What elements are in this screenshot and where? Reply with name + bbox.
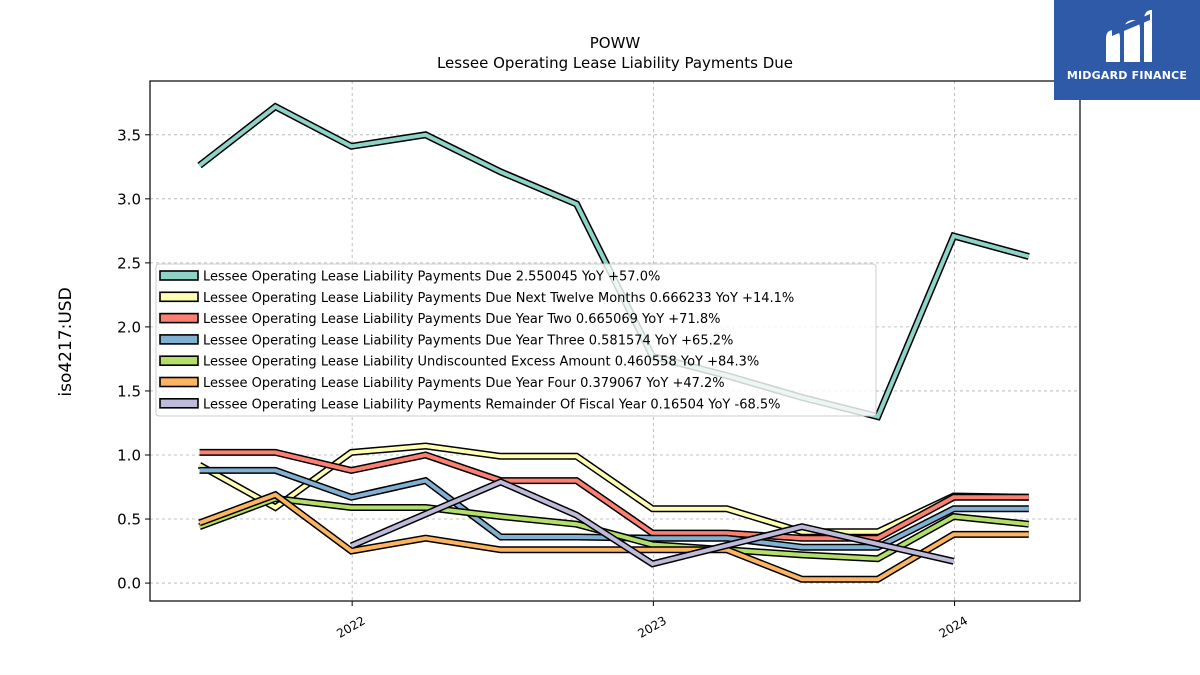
series-line-6 (350, 479, 955, 567)
y-axis-label: iso4217:USD (56, 287, 76, 396)
series-lines (197, 102, 1030, 583)
legend-swatch (159, 291, 199, 303)
legend-entry: Lessee Operating Lease Liability Payment… (203, 376, 725, 391)
legend-entry: Lessee Operating Lease Liability Payment… (203, 270, 660, 285)
legend-box (155, 263, 877, 417)
legend-entry: Lessee Operating Lease Liability Undisco… (203, 355, 759, 370)
logo-mark-icon (1106, 10, 1152, 62)
y-tick-label: 3.5 (117, 126, 141, 144)
y-tick-label: 0.0 (117, 575, 141, 593)
plot-frame (149, 80, 1081, 602)
legend-swatch (159, 334, 199, 345)
legend-swatch (159, 312, 199, 324)
y-tick-label: 1.0 (117, 446, 141, 464)
series-line-1 (198, 443, 1029, 534)
legend-swatch (159, 376, 199, 388)
y-tick-label: 1.5 (117, 382, 141, 400)
x-tick-label: 2023 (635, 613, 668, 640)
midgard-finance-logo: MIDGARD FINANCE (1054, 0, 1200, 100)
y-tick-label: 3.0 (117, 190, 141, 208)
series-line-2 (199, 450, 1029, 541)
series-line-5 (198, 492, 1029, 582)
legend-entry: Lessee Operating Lease Liability Payment… (203, 291, 794, 306)
x-tick-label: 2022 (334, 613, 367, 640)
legend: Lessee Operating Lease Liability Payment… (155, 263, 877, 417)
legend-entry: Lessee Operating Lease Liability Payment… (203, 397, 781, 412)
legend-entry: Lessee Operating Lease Liability Payment… (203, 333, 733, 348)
legend-swatch (159, 270, 199, 281)
legend-swatch (159, 397, 199, 409)
chart-title: POWW (590, 34, 641, 52)
legend-entry: Lessee Operating Lease Liability Payment… (203, 312, 720, 327)
series-line-4 (198, 496, 1030, 561)
y-tick-label: 2.5 (117, 254, 141, 272)
x-tick-label: 2024 (937, 613, 970, 640)
logo-text: MIDGARD FINANCE (1066, 69, 1188, 82)
chart-subtitle: Lessee Operating Lease Liability Payment… (437, 54, 793, 72)
y-tick-label: 2.0 (117, 318, 141, 336)
y-tick-label: 0.5 (117, 511, 141, 529)
legend-swatch (159, 355, 199, 367)
